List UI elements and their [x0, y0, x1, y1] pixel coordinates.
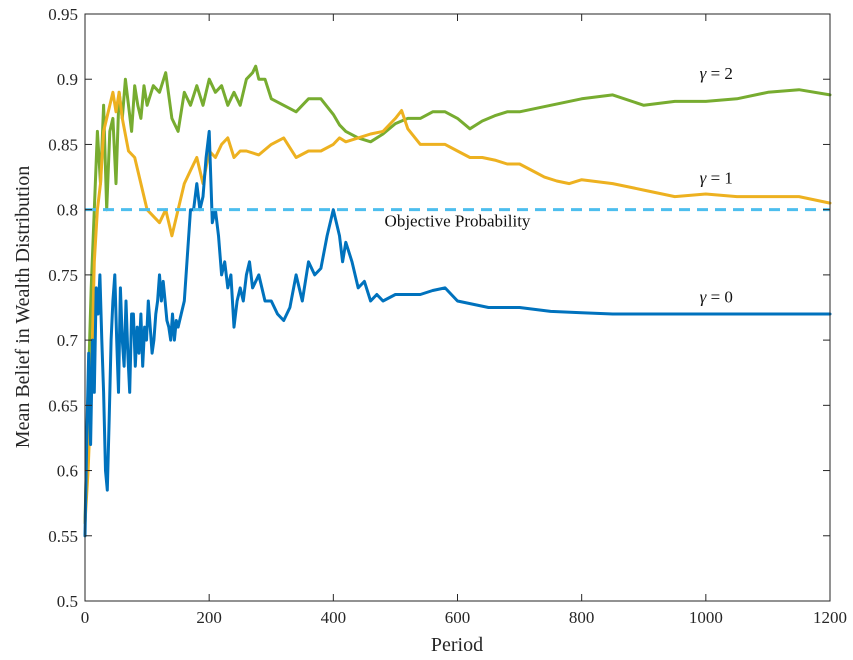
x-tick-label: 200 — [196, 608, 222, 627]
x-tick-label: 800 — [569, 608, 595, 627]
y-tick-label: 0.75 — [48, 266, 78, 285]
y-tick-label: 0.65 — [48, 396, 78, 415]
x-tick-label: 0 — [81, 608, 90, 627]
tick-layer: 0 200 400 600 800 1000 1200 0.5 0.55 0.6 0.65 0.7 0.… — [48, 5, 847, 627]
y-tick-label: 0.55 — [48, 527, 78, 546]
y-tick-label: 0.7 — [57, 331, 79, 350]
gamma-label-0: γ = 0 — [700, 287, 733, 306]
x-tick-label: 1200 — [813, 608, 847, 627]
annotation-layer: γ = 2 γ = 1 γ = 0 Objective Probability — [385, 64, 733, 306]
x-tick-label: 600 — [445, 608, 471, 627]
series-line-gamma-0 — [83, 129, 832, 538]
objective-probability-label: Objective Probability — [385, 212, 531, 231]
x-axis-title: Period — [431, 634, 483, 656]
y-tick-label: 0.5 — [57, 592, 78, 611]
y-tick-label: 0.6 — [57, 462, 78, 481]
y-tick-label: 0.85 — [48, 135, 78, 154]
series-line-gamma-1 — [83, 90, 832, 525]
x-tick-label: 400 — [321, 608, 347, 627]
series-layer — [83, 64, 832, 538]
gamma-label-1: γ = 1 — [700, 169, 733, 188]
gamma-label-2: γ = 2 — [700, 64, 733, 83]
y-tick-label: 0.9 — [57, 70, 78, 89]
y-tick-label: 0.95 — [48, 5, 78, 24]
y-axis-title: Mean Belief in Wealth Distribution — [12, 166, 34, 448]
plot-background — [85, 14, 830, 601]
y-tick-label: 0.8 — [57, 201, 78, 220]
x-tick-label: 1000 — [689, 608, 723, 627]
